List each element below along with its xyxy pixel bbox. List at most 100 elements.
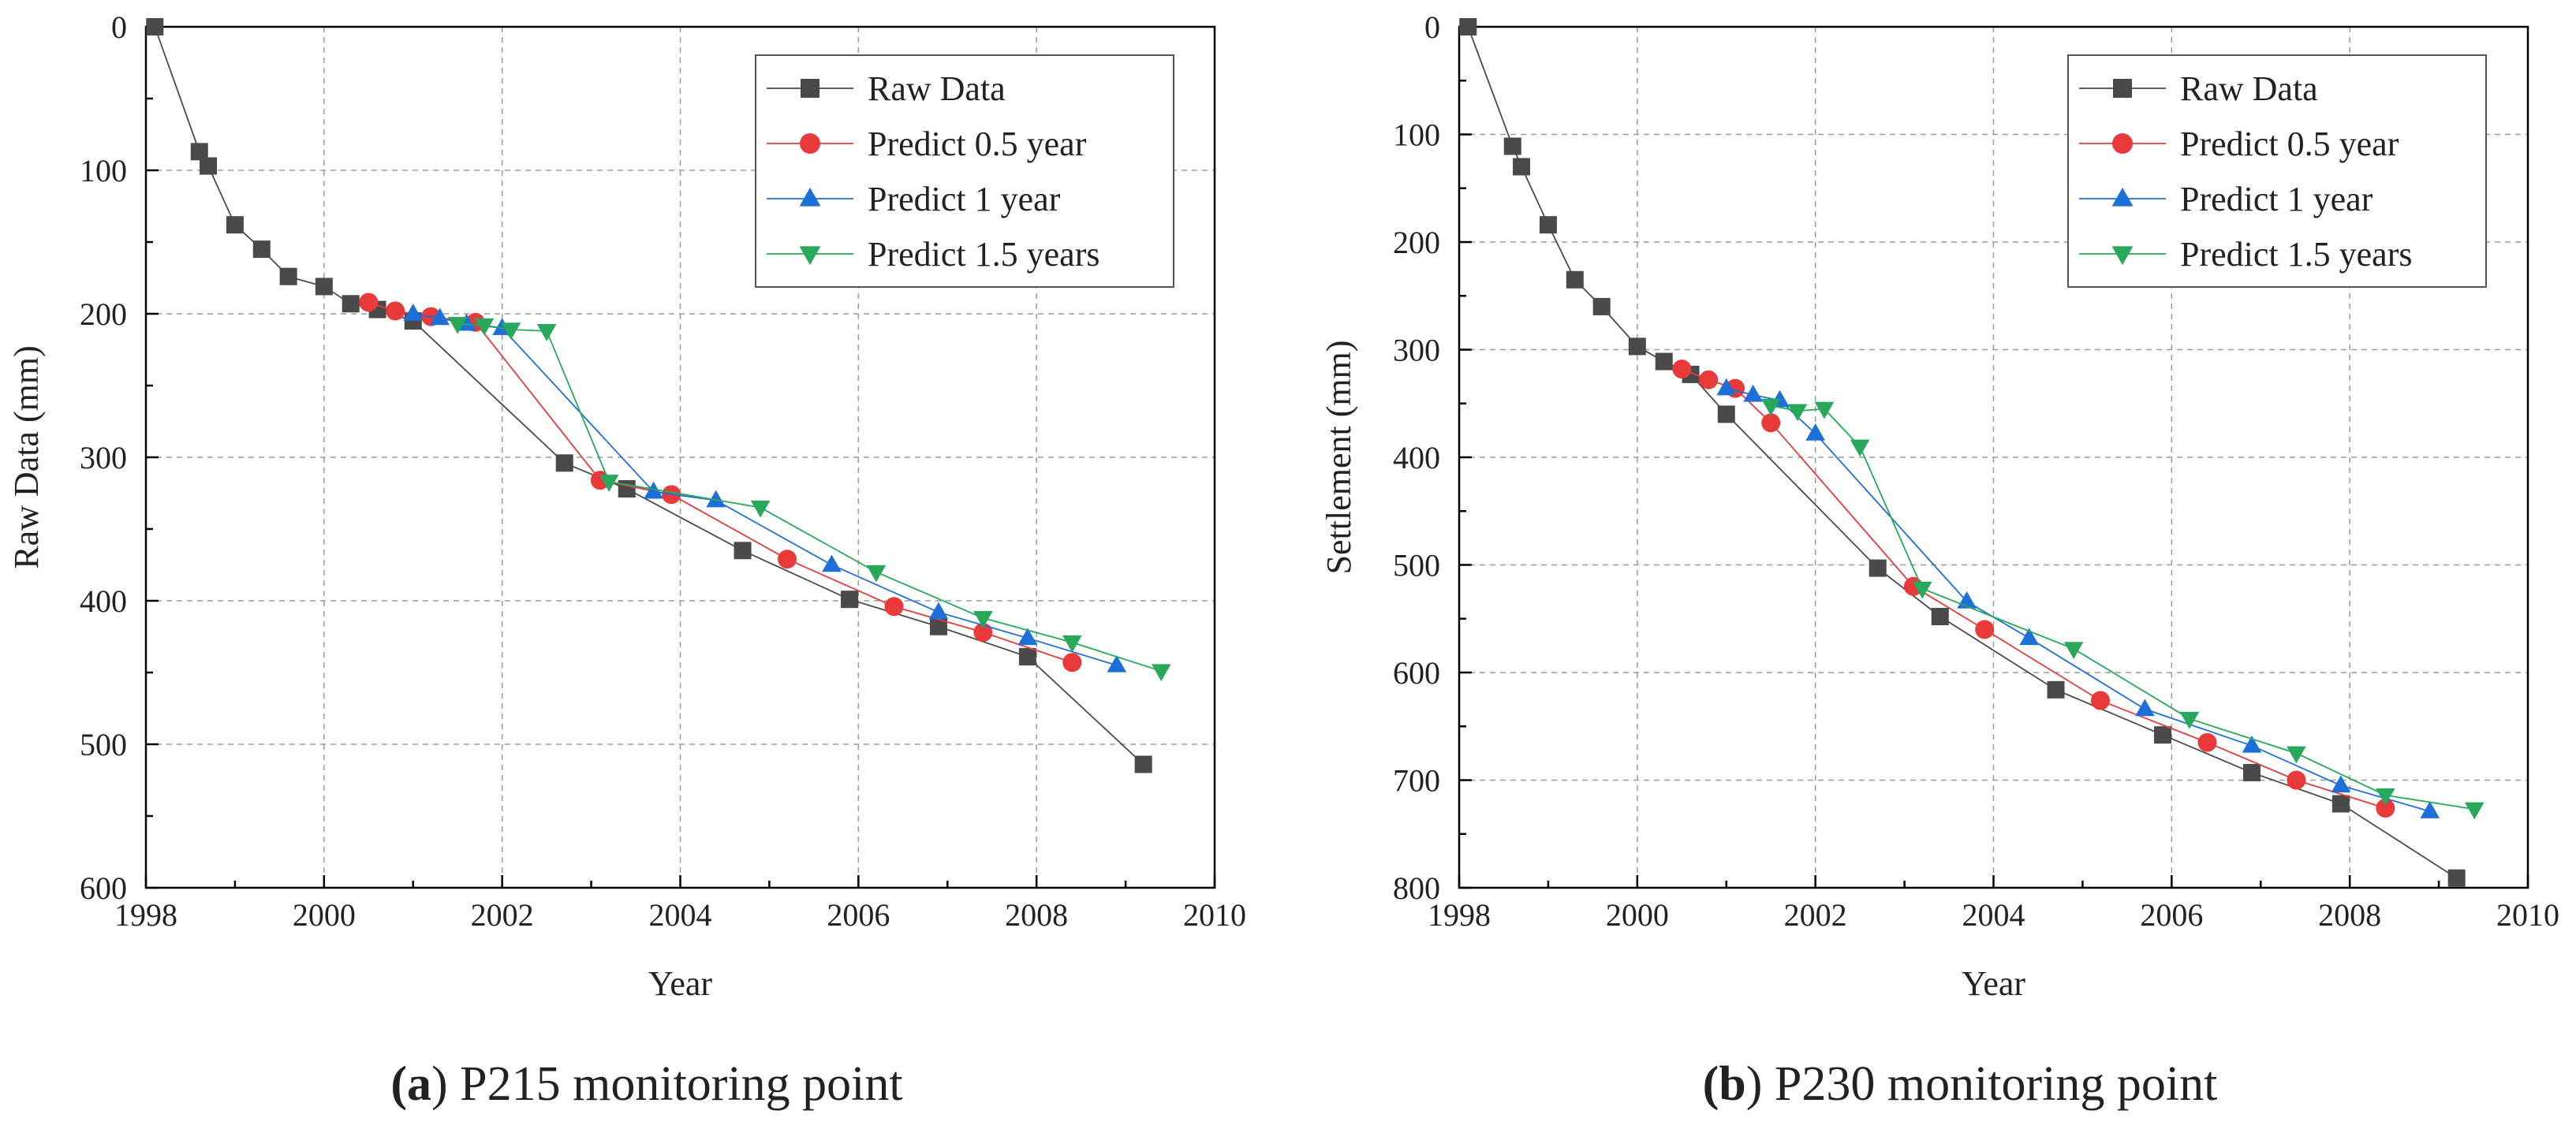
legend-label: Predict 0.5 year: [868, 125, 1087, 163]
data-point: [2331, 795, 2350, 813]
data-point: [1513, 158, 1531, 176]
data-point: [2420, 801, 2440, 818]
x-tick-label: 2000: [293, 897, 356, 933]
data-point: [1717, 405, 1735, 423]
data-point: [2287, 770, 2306, 790]
data-point: [2376, 798, 2395, 818]
data-point: [1107, 654, 1127, 673]
data-point: [2063, 642, 2084, 659]
data-point: [1566, 270, 1584, 289]
data-point: [536, 324, 557, 341]
data-point: [2047, 680, 2065, 699]
data-point: [2154, 726, 2172, 744]
legend: Raw Data Predict 0.5 year Predict 1 year Pr…: [755, 54, 1174, 288]
chart-b: 1998 2000 2002 2004 2006 2008 2010 0 100 200 300 40…: [1320, 9, 2559, 1111]
x-tick-label: 1998: [1428, 897, 1491, 933]
series-line: [1726, 387, 2431, 812]
data-point: [866, 565, 887, 583]
legend-label: Predict 1.5 years: [2180, 235, 2412, 274]
series-raw: [1459, 18, 2466, 887]
y-axis-label: Settlement (mm): [1320, 341, 1358, 575]
data-point: [447, 316, 468, 334]
data-point: [1743, 384, 1763, 402]
figure-caption: (b) P230 monitoring point: [1703, 1057, 2218, 1111]
data-point: [884, 597, 904, 617]
data-point: [706, 490, 726, 508]
data-point: [1716, 378, 1737, 396]
legend-marker: [2112, 133, 2133, 154]
data-point: [2135, 699, 2155, 717]
legend-label: Predict 0.5 year: [2180, 125, 2399, 163]
x-tick-label: 2002: [1784, 897, 1847, 933]
legend-marker: [801, 79, 819, 98]
y-tick-label: 600: [80, 870, 127, 906]
legend-marker: [2111, 187, 2134, 207]
data-point: [973, 611, 993, 628]
legend-label: Predict 1 year: [2180, 180, 2373, 218]
data-point: [2091, 691, 2110, 710]
data-point: [778, 550, 797, 569]
data-point: [1805, 423, 1825, 441]
series-raw: [146, 18, 1152, 773]
data-point: [1539, 216, 1557, 234]
data-point: [599, 475, 619, 492]
legend-label: Raw Data: [868, 69, 1006, 108]
legend-marker: [799, 187, 821, 207]
x-axis-label: Year: [1962, 964, 2025, 1003]
data-point: [1151, 664, 1171, 682]
data-point: [2242, 763, 2261, 781]
data-point: [973, 623, 993, 643]
legend-label: Raw Data: [2180, 69, 2318, 108]
series-line: [1681, 368, 2386, 809]
y-tick-label: 500: [80, 727, 127, 762]
x-tick-label: 1998: [114, 897, 177, 933]
series-p1: [403, 304, 1127, 673]
data-point: [226, 216, 244, 234]
series-p15: [1760, 398, 2485, 820]
series-line: [368, 301, 1073, 664]
y-tick-label: 100: [80, 153, 127, 188]
legend-marker: [800, 133, 820, 154]
y-tick-label: 200: [1393, 225, 1440, 260]
y-tick-label: 800: [1393, 870, 1440, 906]
y-tick-label: 600: [1393, 655, 1440, 691]
grid: [1459, 27, 2528, 888]
legend-marker: [799, 246, 821, 266]
data-point: [430, 307, 450, 326]
x-axis-label: Year: [648, 964, 712, 1003]
data-point: [315, 278, 333, 296]
data-point: [1503, 137, 1521, 155]
y-tick-label: 300: [80, 440, 127, 475]
data-point: [190, 143, 208, 161]
y-tick-label: 400: [80, 583, 127, 619]
series-line: [1771, 404, 2475, 810]
data-point: [1869, 559, 1887, 577]
y-tick-label: 200: [80, 296, 127, 332]
chart-a: 1998 2000 2002 2004 2006 2008 2010 0 100 200 300 40…: [7, 9, 1246, 1111]
y-tick-label: 0: [1424, 9, 1440, 45]
caption-text: ) P215 monitoring point: [431, 1057, 903, 1111]
x-tick-label: 2004: [1962, 897, 2025, 933]
data-point: [342, 295, 360, 313]
data-point: [2287, 746, 2306, 764]
x-tick-label: 2000: [1606, 897, 1669, 933]
data-point: [929, 617, 947, 635]
data-point: [1787, 404, 1808, 422]
x-tick-label: 2006: [827, 897, 890, 933]
x-tick-label: 2002: [471, 897, 534, 933]
y-tick-label: 400: [1393, 440, 1440, 475]
data-point: [2447, 869, 2466, 887]
data-point: [1672, 360, 1692, 379]
data-point: [386, 301, 405, 321]
data-point: [1628, 337, 1646, 356]
data-point: [841, 591, 859, 609]
data-point: [1931, 608, 1949, 626]
data-point: [734, 542, 752, 560]
data-point: [200, 157, 218, 175]
data-point: [2179, 711, 2200, 729]
caption-letter: (b: [1703, 1057, 1746, 1111]
legend-marker: [2113, 79, 2132, 98]
legend-label: Predict 1.5 years: [868, 235, 1099, 274]
data-point: [2242, 735, 2262, 753]
